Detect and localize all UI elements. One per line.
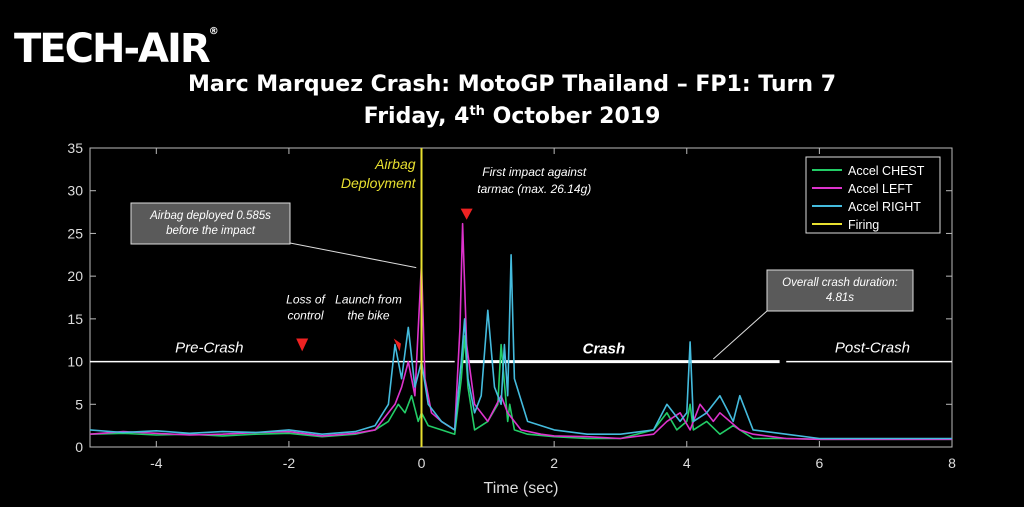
title-date-suffix: October 2019 xyxy=(484,104,661,129)
chart-title-line1: Marc Marquez Crash: MotoGP Thailand – FP… xyxy=(187,72,837,97)
post-crash-label: Post-Crash xyxy=(835,340,910,357)
crash-duration-callout-leader xyxy=(712,310,768,360)
series-line-right xyxy=(89,254,952,440)
legend-label: Accel CHEST xyxy=(848,164,925,178)
legend-label: Firing xyxy=(848,218,879,232)
pre-crash-label: Pre-Crash xyxy=(175,340,243,357)
legend-label: Accel RIGHT xyxy=(848,200,921,214)
legend-label: Accel LEFT xyxy=(848,182,913,196)
y-tick-label: 0 xyxy=(75,439,83,455)
crash-label: Crash xyxy=(583,341,626,358)
logo-text: TECH-AIR xyxy=(14,26,211,72)
x-axis-label: Time (sec) xyxy=(484,480,559,497)
y-tick-label: 30 xyxy=(67,183,83,199)
airbag-deployed-callout-box xyxy=(130,202,291,245)
airbag-deployment-label: Airbag Deployment xyxy=(341,156,417,191)
techair-logo: TECH-AIR® xyxy=(14,26,219,72)
chart-title-line2: Friday, 4th October 2019 xyxy=(0,104,1024,129)
y-tick-label: 35 xyxy=(67,140,83,156)
x-tick-label: 4 xyxy=(683,455,691,471)
airbag-deployed-callout-leader xyxy=(289,242,417,269)
y-tick-label: 15 xyxy=(67,311,83,327)
x-tick-label: -2 xyxy=(283,455,296,471)
airbag-deployed-callout-text: Airbag deployed 0.585s before the impact xyxy=(149,210,271,237)
loss-of-control-label: Loss of control xyxy=(286,292,326,322)
loss-of-control-arrow xyxy=(296,338,309,352)
title-date-sup: th xyxy=(469,104,485,119)
launch-arrow xyxy=(393,338,401,352)
launch-label: Launch from the bike xyxy=(335,292,402,322)
x-tick-label: 6 xyxy=(815,455,823,471)
y-tick-label: 10 xyxy=(67,354,83,370)
first-impact-label: First impact against tarmac (max. 26.14g) xyxy=(477,165,591,196)
x-tick-label: 8 xyxy=(948,455,956,471)
first-impact-arrow xyxy=(460,208,473,220)
x-tick-label: 2 xyxy=(550,455,558,471)
y-tick-label: 25 xyxy=(67,225,83,241)
registered-mark: ® xyxy=(208,26,219,37)
y-tick-label: 5 xyxy=(75,396,83,412)
y-tick-label: 20 xyxy=(67,268,83,284)
title-date-prefix: Friday, 4 xyxy=(363,104,470,129)
crash-duration-callout-text: Overall crash duration: 4.81s xyxy=(782,277,898,304)
x-tick-label: 0 xyxy=(418,455,426,471)
crash-duration-callout-box xyxy=(766,269,914,312)
x-tick-label: -4 xyxy=(150,455,163,471)
